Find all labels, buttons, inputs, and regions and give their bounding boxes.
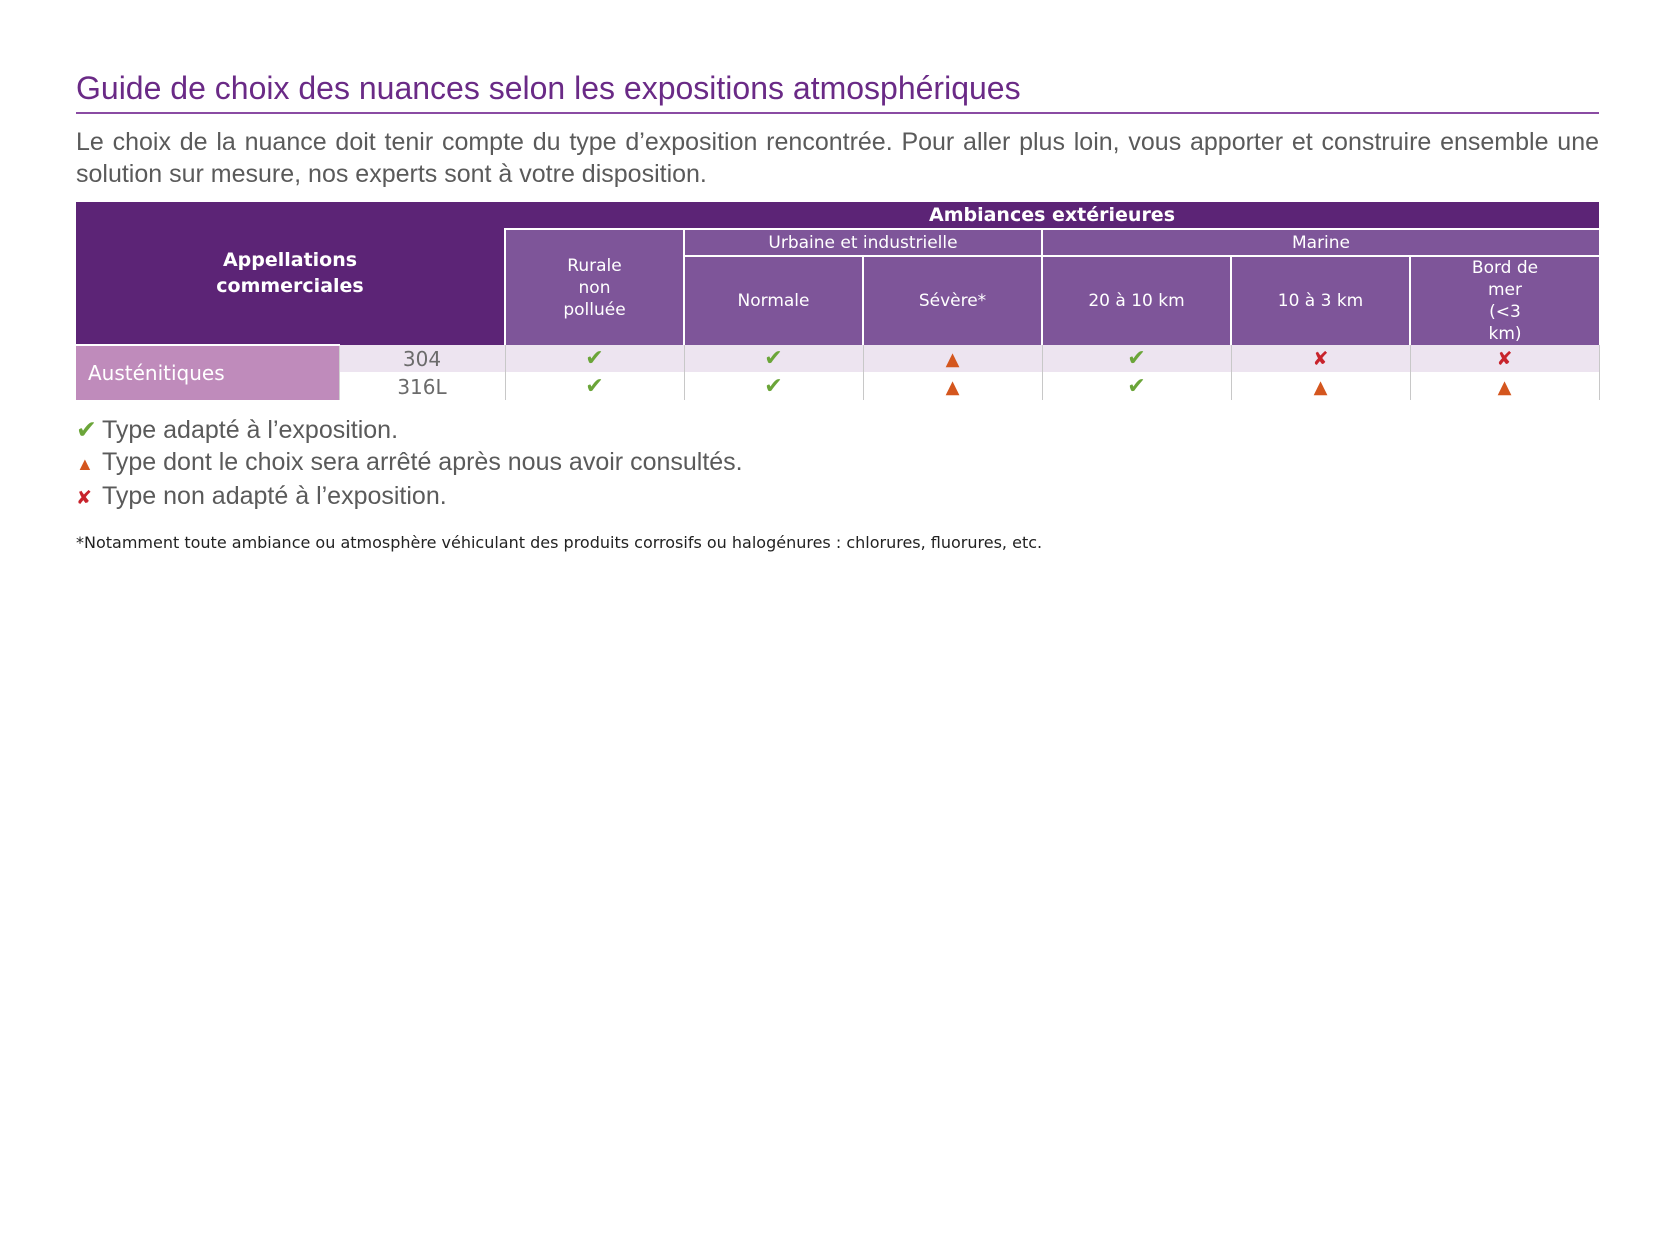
legend-label: Type non adapté à l’exposition. — [102, 482, 447, 510]
rating-cell: ✔ — [1041, 345, 1231, 373]
check-icon: ✔ — [764, 346, 783, 371]
bord-de-mer-header: Bord de mer (<3 km) — [1408, 255, 1600, 345]
check-icon: ✔ — [76, 416, 97, 444]
rating-cell: ▲ — [862, 345, 1042, 373]
rating-cell: ✔ — [683, 345, 863, 373]
rating-cell: ✔ — [504, 345, 684, 373]
family-cell: Austénitiques — [76, 344, 339, 400]
rating-cell: ▲ — [1230, 372, 1410, 400]
rating-cell: ✔ — [504, 372, 684, 400]
footnote: *Notamment toute ambiance ou atmosphère … — [76, 533, 1043, 552]
ambiances-header: Ambiances extérieures — [505, 202, 1600, 229]
legend-item-warn: ▲ Type dont le choix sera arrêté après no… — [76, 446, 1599, 480]
check-icon: ✔ — [764, 374, 783, 399]
urbaine-header: Urbaine et industrielle — [683, 228, 1042, 256]
cross-icon: ✘ — [1496, 348, 1513, 370]
legend-item-no: ✘ Type non adapté à l’exposition. — [76, 480, 1599, 515]
table-row: 316L ✔ ✔ ▲ ✔ ▲ ▲ — [76, 372, 1600, 400]
legend-label: Type adapté à l’exposition. — [102, 416, 399, 444]
grade-cell: 316L — [338, 372, 505, 400]
check-icon: ✔ — [1127, 374, 1146, 399]
table-row: Austénitiques 304 ✔ ✔ ▲ ✔ ✘ ✘ — [76, 344, 1600, 400]
warning-triangle-icon: ▲ — [945, 349, 960, 370]
rating-cell: ✘ — [1409, 345, 1600, 373]
cross-icon: ✘ — [1312, 348, 1329, 370]
check-icon: ✔ — [585, 346, 604, 371]
rating-cell: ✔ — [683, 372, 863, 400]
normale-header: Normale — [683, 255, 863, 345]
rating-cell: ✘ — [1230, 345, 1410, 373]
grade-cell: 304 — [338, 345, 505, 373]
legend: ✔ Type adapté à l’exposition. ▲ Type dont … — [76, 414, 1599, 515]
page-title: Guide de choix des nuances selon les exp… — [76, 68, 1599, 114]
warning-triangle-icon: ▲ — [945, 377, 960, 398]
check-icon: ✔ — [1127, 346, 1146, 371]
warning-triangle-icon: ▲ — [76, 454, 94, 474]
marine-header: Marine — [1040, 228, 1600, 256]
legend-label: Type dont le choix sera arrêté après nou… — [102, 448, 743, 476]
page: Guide de choix des nuances selon les exp… — [76, 68, 1600, 552]
rating-cell: ▲ — [862, 372, 1042, 400]
legend-item-ok: ✔ Type adapté à l’exposition. — [76, 414, 1599, 446]
warning-triangle-icon: ▲ — [1313, 377, 1328, 398]
check-icon: ✔ — [585, 374, 604, 399]
severe-header: Sévère* — [862, 255, 1042, 345]
marine-10-3-header: 10 à 3 km — [1230, 255, 1410, 345]
rurale-header: Rurale non polluée — [504, 228, 684, 345]
rating-cell: ▲ — [1409, 372, 1600, 400]
appellations-header: Appellations commerciales — [76, 202, 505, 345]
cross-icon: ✘ — [76, 488, 92, 509]
exposure-table: Appellations commerciales Ambiances exté… — [76, 202, 1600, 400]
intro-paragraph: Le choix de la nuance doit tenir compte … — [76, 128, 1599, 188]
warning-triangle-icon: ▲ — [1497, 377, 1512, 398]
marine-20-10-header: 20 à 10 km — [1041, 255, 1231, 345]
rating-cell: ✔ — [1041, 372, 1231, 400]
